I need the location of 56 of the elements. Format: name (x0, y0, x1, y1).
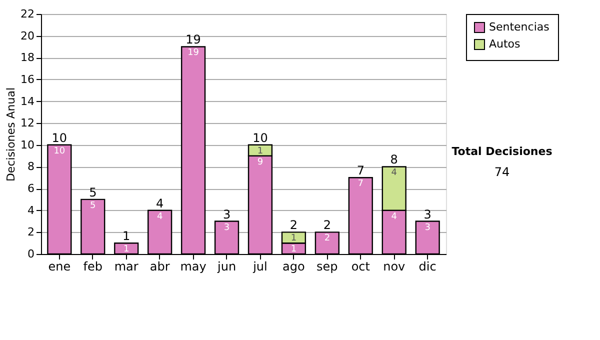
text: 74 (494, 165, 510, 179)
y-tick-label: 22 (20, 8, 34, 20)
data-label: 5 (90, 200, 96, 211)
total-label: 1 (122, 229, 130, 244)
data-label: 1 (123, 244, 130, 255)
y-tick-label: 20 (20, 29, 34, 42)
y-tick-label: 14 (20, 94, 34, 108)
x-tick-label: jul (252, 260, 268, 274)
text: Total Decisiones (452, 145, 553, 158)
total-label: 2 (290, 218, 298, 232)
y-tick-label: 0 (28, 248, 34, 260)
x-tick-label: oct (351, 260, 370, 274)
data-label: 9 (257, 157, 264, 168)
data-label: 3 (224, 222, 230, 233)
y-tick-label: 16 (20, 72, 34, 86)
data-label: 1 (290, 234, 297, 244)
data-label: 10 (54, 146, 66, 156)
total-label: 4 (156, 196, 164, 210)
data-label: 7 (358, 179, 364, 190)
total-label: 10 (252, 130, 268, 145)
total-label: 10 (52, 130, 68, 145)
data-label: 4 (391, 212, 398, 222)
total-label: 8 (390, 152, 398, 167)
x-tick-label: may (180, 260, 206, 274)
y-tick-label: 10 (20, 138, 34, 152)
legend-label: Autos (489, 38, 521, 50)
data-label: 1 (257, 146, 264, 156)
data-label: 4 (391, 168, 398, 178)
legend-label: Sentencias (489, 20, 550, 34)
data-label: 2 (324, 234, 330, 244)
data-label: 1 (290, 244, 297, 255)
total-label: 3 (222, 207, 231, 222)
x-tick-label: ago (282, 260, 305, 274)
x-tick-label: mar (114, 260, 138, 274)
data-label: 4 (156, 212, 163, 222)
x-tick-label: nov (383, 260, 406, 274)
data-label: 3 (424, 222, 430, 233)
y-axis-title: Decisiones Anual (4, 87, 18, 182)
total-label: 5 (89, 185, 97, 200)
data-label: 19 (188, 48, 200, 58)
total-label: 19 (186, 32, 201, 47)
x-tick-label: jun (216, 260, 236, 274)
total-label: 2 (323, 218, 331, 232)
total-label: 3 (424, 207, 432, 222)
x-tick-label: dic (418, 260, 436, 274)
x-tick-label: ene (48, 260, 71, 274)
y-tick-label: 4 (28, 204, 34, 217)
y-tick-label: 8 (28, 160, 34, 174)
x-tick-label: abr (150, 260, 170, 274)
y-tick-label: 18 (20, 51, 34, 64)
total-label: 7 (356, 164, 364, 178)
y-tick-label: 12 (20, 116, 34, 130)
x-tick-label: sep (316, 260, 338, 274)
y-tick-label: 2 (28, 226, 34, 239)
y-tick-label: 6 (28, 182, 34, 196)
x-tick-label: feb (83, 260, 102, 274)
